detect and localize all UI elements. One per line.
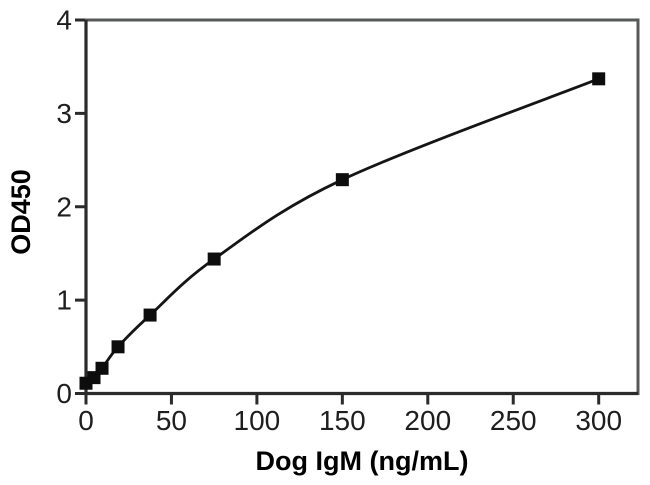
xy-axes [84,20,638,396]
x-tick-label: 250 [490,405,537,436]
axis-ticks [75,18,601,405]
y-tick-label: 0 [56,378,72,409]
data-point-marker [207,252,221,266]
y-tick-label: 2 [56,191,72,222]
x-tick-label: 200 [404,405,451,436]
x-tick-label: 300 [575,405,622,436]
x-tick-label: 100 [234,405,281,436]
x-axis-title: Dog IgM (ng/mL) [256,446,469,476]
y-axis-title: OD450 [6,169,36,255]
x-tick-label: 0 [78,405,94,436]
y-tick-label: 3 [56,98,72,129]
y-tick-label: 1 [56,285,72,316]
data-point-marker [143,308,157,322]
data-markers [79,72,606,390]
standard-curve-path [84,77,601,385]
tick-labels: 0 50 100 150 200 250 300 0 1 2 3 4 [56,5,622,437]
plot-border [84,18,640,395]
x-tick-label: 150 [319,405,366,436]
curve-line [84,77,601,385]
data-point-marker [335,173,349,187]
plot-frame [84,18,640,396]
data-point-marker [592,72,606,86]
data-point-marker [111,340,125,354]
data-point-marker [95,361,109,375]
y-tick-label: 4 [56,5,72,36]
x-tick-label: 50 [156,405,187,436]
